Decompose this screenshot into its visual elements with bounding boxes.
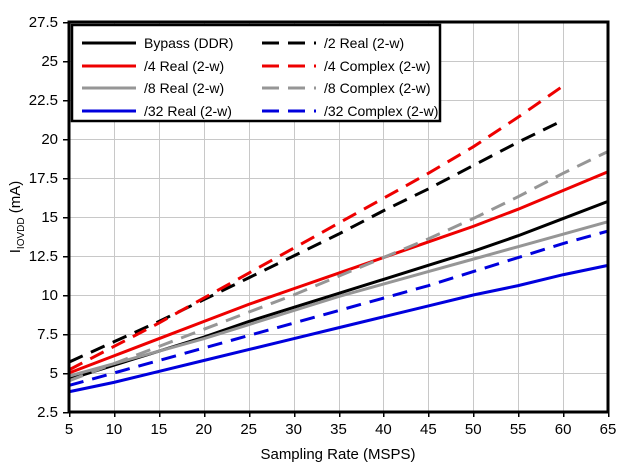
- y-tick-label: 17.5: [29, 170, 58, 187]
- series-line-4-real-2-w: [68, 170, 609, 375]
- series-line-32-complex-2-w: [68, 229, 609, 387]
- y-tick-label: 10: [41, 287, 58, 304]
- legend-label-4-real-2-w: /4 Real (2-w): [144, 58, 224, 74]
- y-tick-labels: 2.5 5 7.5 10 12.5 15 17.5 20 22.5 25 27.5: [29, 14, 58, 421]
- x-tick-label: 50: [465, 421, 482, 438]
- x-tick-label: 30: [285, 421, 302, 438]
- series-layer: [68, 84, 609, 394]
- y-axis-title-main: I: [7, 249, 24, 253]
- x-tick-label: 40: [375, 421, 392, 438]
- legend-label-32-complex-2-w: /32 Complex (2-w): [324, 103, 438, 119]
- legend-box: [70, 23, 442, 123]
- x-axis-title: Sampling Rate (MSPS): [260, 446, 415, 463]
- y-axis-title-subscript: IOVDD: [16, 217, 27, 249]
- legend-label-8-complex-2-w: /8 Complex (2-w): [324, 80, 431, 96]
- legend-label-bypass-ddr: Bypass (DDR): [144, 35, 233, 51]
- x-tick-label: 15: [150, 421, 167, 438]
- series-line-2-real-2-w: [68, 118, 564, 364]
- legend-label-4-complex-2-w: /4 Complex (2-w): [324, 58, 431, 74]
- y-tick-label: 25: [41, 53, 58, 70]
- x-tick-label: 10: [106, 421, 123, 438]
- x-tick-label: 60: [555, 421, 572, 438]
- x-tick-label: 45: [420, 421, 437, 438]
- y-tick-label: 12.5: [29, 248, 58, 265]
- x-tick-label: 25: [240, 421, 257, 438]
- y-tick-label: 20: [41, 131, 58, 148]
- y-tick-label: 15: [41, 209, 58, 226]
- x-tick-label: 55: [510, 421, 527, 438]
- legend-label-32-real-2-w: /32 Real (2-w): [144, 103, 232, 119]
- legend-label-2-real-2-w: /2 Real (2-w): [324, 35, 404, 51]
- legend-entries: Bypass (DDR) /2 Real (2-w) /4 Real (2-w) /4…: [82, 35, 438, 119]
- y-tick-label: 2.5: [37, 404, 58, 421]
- x-tick-label: 20: [195, 421, 212, 438]
- y-tick-label: 7.5: [37, 326, 58, 343]
- y-axis-title: IIOVDD (mA): [7, 181, 27, 254]
- y-tick-label: 22.5: [29, 92, 58, 109]
- series-line-8-real-2-w: [68, 220, 609, 378]
- y-tick-label: 27.5: [29, 14, 58, 31]
- chart-legend: Bypass (DDR) /2 Real (2-w) /4 Real (2-w) /4…: [70, 23, 442, 123]
- x-tick-labels: 5 10 15 20 25 30 35 40 45 50 55 60 65: [65, 421, 617, 438]
- series-line-4-complex-2-w: [68, 84, 564, 372]
- x-tick-label: 65: [600, 421, 617, 438]
- plot-frame: [67, 20, 610, 414]
- y-axis-title-unit: (mA): [7, 181, 24, 218]
- svg-text:IIOVDD (mA): IIOVDD (mA): [7, 181, 27, 254]
- series-line-8-complex-2-w: [68, 150, 609, 383]
- legend-label-8-real-2-w: /8 Real (2-w): [144, 80, 224, 96]
- y-tick-label: 5: [50, 365, 58, 382]
- x-tick-label: 35: [330, 421, 347, 438]
- x-tick-label: 5: [65, 421, 73, 438]
- series-line-32-real-2-w: [68, 263, 609, 394]
